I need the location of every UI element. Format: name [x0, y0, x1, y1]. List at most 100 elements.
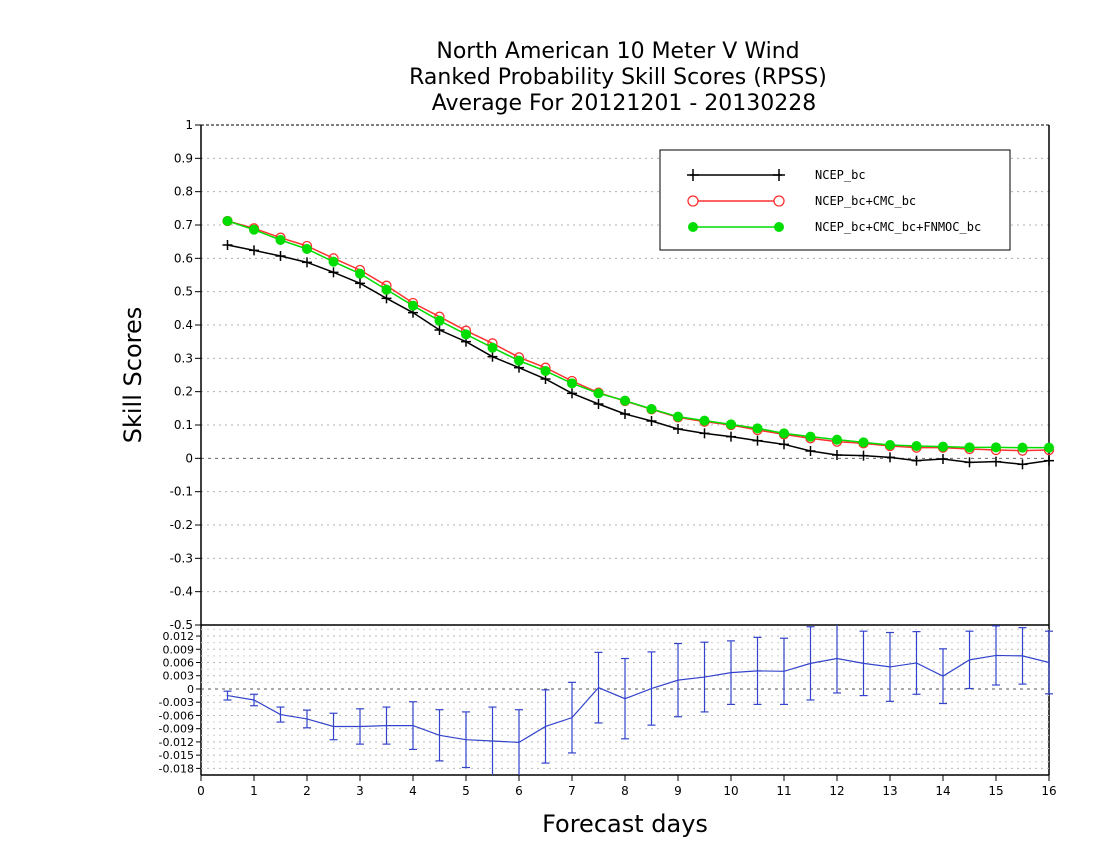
point-marker-plus	[832, 450, 842, 460]
point-marker-filled-circle	[328, 256, 339, 267]
point-marker-plus	[858, 450, 869, 461]
point-marker-filled-circle	[514, 355, 524, 366]
point-marker-plus	[646, 416, 657, 426]
main-y-tick-label: 0	[185, 451, 193, 465]
point-marker-plus	[328, 267, 339, 278]
point-marker-filled-circle	[593, 388, 604, 399]
point-marker-filled-circle	[408, 300, 418, 311]
legend-entry: NCEP_bc+CMC_bc	[687, 194, 916, 208]
x-tick-label: 10	[723, 784, 738, 798]
main-y-tick-label: 0.7	[174, 218, 193, 232]
point-marker-filled-circle	[487, 342, 498, 353]
difference-y-tick-label: -0.018	[159, 762, 194, 775]
point-marker-filled-circle	[222, 216, 233, 226]
main-y-tick-label: 0.4	[174, 318, 193, 332]
legend: NCEP_bc NCEP_bc+CMC_bc NCEP_bc+CMC_bc+FNMO…	[659, 149, 1011, 251]
difference-y-tick-label: 0.009	[163, 643, 195, 656]
series-line-NCEP_bc+CMC_bc+FNMOC_bc	[227, 220, 1049, 449]
point-marker-plus	[275, 251, 286, 261]
difference-y-tick-label: -0.006	[159, 709, 194, 722]
difference-y-tick-label: 0.003	[163, 670, 195, 683]
legend-entry: NCEP_bc+CMC_bc+FNMOC_bc	[688, 220, 981, 234]
legend-label: NCEP_bc	[815, 168, 866, 182]
point-marker-filled-circle	[540, 366, 551, 376]
difference-line	[227, 654, 1050, 743]
point-marker-filled-circle	[911, 441, 922, 451]
main-series	[222, 215, 1055, 470]
point-marker-filled-circle	[726, 419, 736, 430]
point-marker-filled-circle	[752, 423, 763, 434]
x-tick-label: 2	[303, 784, 311, 798]
x-tick-label: 15	[988, 784, 1003, 798]
point-marker-filled-circle	[779, 428, 789, 439]
legend-marker	[773, 195, 785, 207]
point-marker-plus	[620, 409, 630, 419]
series-line-NCEP_bc	[227, 244, 1050, 466]
x-tick-label: 12	[829, 784, 844, 798]
main-y-tick-label: 0.8	[174, 185, 193, 199]
point-marker-filled-circle	[461, 329, 471, 340]
difference-y-tick-label: 0	[187, 683, 194, 696]
legend-marker	[687, 195, 699, 207]
point-marker-filled-circle	[699, 415, 710, 426]
legend-label: NCEP_bc+CMC_bc	[815, 194, 916, 208]
point-marker-filled-circle	[673, 411, 683, 422]
x-tick-label: 9	[674, 784, 682, 798]
difference-y-tick-label: 0.012	[163, 630, 195, 643]
point-marker-plus	[805, 446, 816, 456]
difference-y-tick-label: -0.003	[159, 696, 194, 709]
point-marker-plus	[302, 257, 312, 268]
y-axis-label: Skill Scores	[119, 307, 147, 444]
main-y-tick-label: -0.3	[170, 551, 193, 565]
point-marker-filled-circle	[302, 244, 312, 254]
x-tick-label: 6	[515, 784, 523, 798]
point-marker-plus	[699, 428, 710, 439]
point-marker-plus	[434, 325, 445, 335]
legend-box	[659, 149, 1011, 251]
x-tick-label: 0	[197, 784, 205, 798]
point-marker-plus	[991, 456, 1001, 467]
point-marker-plus	[1017, 459, 1028, 470]
main-y-tick-label: 0.3	[174, 351, 193, 365]
point-marker-plus	[593, 399, 604, 409]
x-axis-label: Forecast days	[542, 810, 708, 838]
point-marker-plus	[726, 431, 736, 442]
point-marker-plus	[779, 439, 789, 450]
point-marker-plus	[222, 240, 233, 250]
point-marker-filled-circle	[646, 404, 657, 414]
x-tick-labels: 0 1 2 3 4 5 6 7 8 9 10 11 12 13 14 15 16	[197, 775, 1057, 798]
point-marker-plus	[355, 278, 365, 289]
point-marker-plus	[487, 351, 498, 362]
point-marker-filled-circle	[938, 441, 948, 452]
point-marker-filled-circle	[567, 378, 577, 389]
point-marker-filled-circle	[885, 440, 895, 450]
series-line-NCEP_bc+CMC_bc	[227, 220, 1050, 452]
main-y-tick-label: 0.5	[174, 285, 193, 299]
point-marker-plus	[1044, 455, 1054, 466]
main-y-tick-labels: 1 0.9 0.8 0.7 0.6 0.5 0.4 0.3 0.2 0.1 0 -0.1 -0.2 -0.…	[170, 118, 193, 632]
main-y-tick-label: 0.6	[174, 251, 193, 265]
main-y-tick-label: 1	[185, 118, 193, 132]
x-tick-label: 16	[1041, 784, 1056, 798]
chart-title-line-3: Average For 20121201 - 20130228	[432, 91, 817, 116]
point-marker-filled-circle	[620, 395, 630, 406]
point-marker-filled-circle	[381, 284, 392, 295]
difference-y-tick-labels: 0.0120.0090.0060.0030-0.003-0.006-0.009-…	[159, 630, 194, 775]
point-marker-plus	[567, 388, 577, 399]
x-tick-label: 8	[621, 784, 629, 798]
x-tick-label: 7	[568, 784, 576, 798]
point-marker-plus	[673, 424, 683, 434]
x-tick-label: 1	[250, 784, 258, 798]
point-marker-filled-circle	[275, 235, 286, 245]
rpss-main-panel: 1 0.9 0.8 0.7 0.6 0.5 0.4 0.3 0.2 0.1 0 -0.1 -0.2 -0.…	[170, 118, 1055, 775]
difference-panel: 0.0120.0090.0060.0030-0.003-0.006-0.009-…	[159, 624, 1053, 776]
point-marker-plus	[911, 455, 922, 466]
difference-series	[223, 625, 1053, 775]
chart-title-line-2: Ranked Probability Skill Scores (RPSS)	[409, 65, 827, 90]
point-marker-filled-circle	[355, 268, 365, 279]
point-marker-plus	[964, 457, 975, 468]
point-marker-filled-circle	[964, 442, 975, 453]
legend-label: NCEP_bc+CMC_bc+FNMOC_bc	[815, 220, 981, 234]
main-y-tick-label: 0.9	[174, 151, 193, 165]
